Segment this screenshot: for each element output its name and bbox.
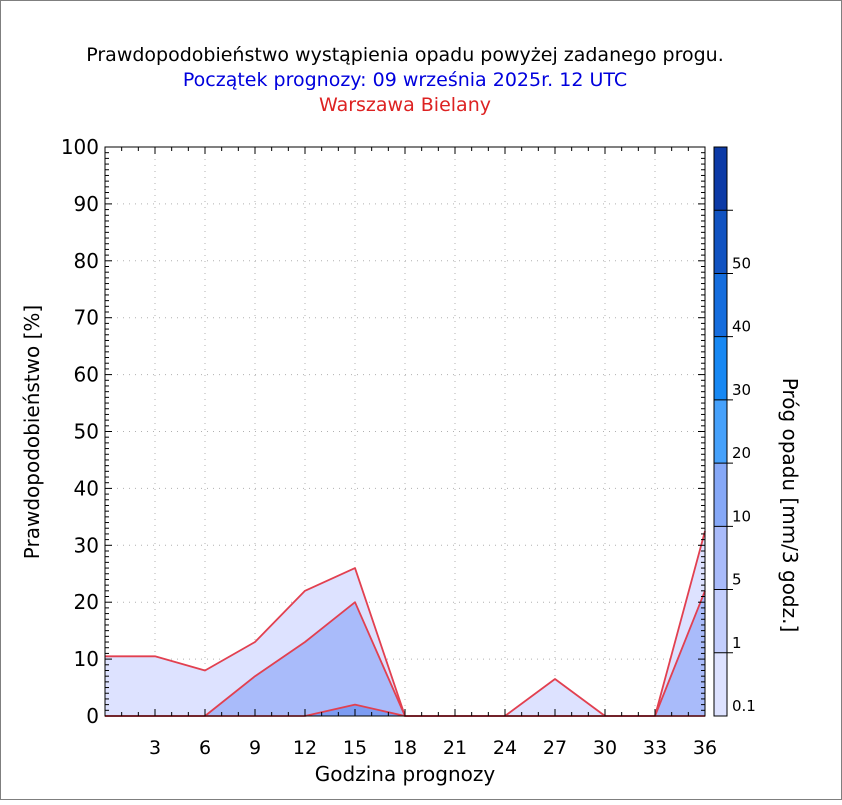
colorbar-swatch: [714, 652, 727, 716]
y-tick-label: 10: [74, 647, 99, 671]
y-tick-label: 20: [74, 590, 99, 614]
colorbar-swatch: [714, 147, 727, 211]
chart-title: Prawdopodobieństwo wystąpienia opadu pow…: [86, 44, 724, 66]
y-axis-ticks: 0 10 20 30 40 50 60 70 80 90 100: [61, 135, 99, 728]
x-tick-label: 30: [593, 737, 617, 759]
x-tick-label: 3: [149, 737, 161, 759]
colorbar-level-label: 30: [732, 381, 751, 399]
colorbar-swatch: [714, 336, 727, 400]
colorbar-level-label: 50: [732, 254, 751, 272]
colorbar-border: [713, 146, 728, 717]
y-tick-label: 70: [74, 306, 99, 330]
colorbar-level-label: 20: [732, 444, 751, 462]
y-tick-label: 60: [74, 363, 99, 387]
x-tick-label: 15: [343, 737, 367, 759]
x-axis-label: Godzina prognozy: [315, 762, 496, 786]
y-tick-label: 30: [74, 533, 99, 557]
colorbar-swatch: [714, 526, 727, 590]
y-tick-label: 40: [74, 476, 99, 500]
colorbar-level-label: 0.1: [732, 697, 756, 715]
colorbar-label: Próg opadu [mm/3 godz.]: [778, 378, 802, 633]
y-tick-label: 80: [74, 249, 99, 273]
series-area-1: [105, 590, 705, 716]
x-tick-label: 27: [543, 737, 567, 759]
x-axis-ticks: 3 6 9 12 15 18 21 24 27 30 33 36: [149, 737, 717, 759]
y-tick-label: 100: [61, 135, 99, 159]
x-tick-label: 21: [443, 737, 467, 759]
colorbar-level-label: 5: [732, 571, 742, 589]
colorbar-level-label: 1: [732, 634, 742, 652]
x-tick-label: 24: [493, 737, 517, 759]
colorbar-swatch: [714, 273, 727, 337]
threshold-colorbar: 0.1 1 5 10 20 30 40 50: [713, 146, 756, 717]
x-tick-label: 18: [393, 737, 417, 759]
x-tick-label: 12: [293, 737, 317, 759]
colorbar-level-label: 10: [732, 507, 751, 525]
colorbar-swatch: [714, 210, 727, 274]
colorbar-swatch: [714, 399, 727, 464]
series-areas: [105, 531, 705, 716]
chart-location: Warszawa Bielany: [319, 94, 491, 116]
y-tick-label: 0: [86, 704, 99, 728]
chart-subtitle: Początek prognozy: 09 września 2025r. 12…: [183, 69, 627, 91]
series-area-0.1: [105, 531, 705, 716]
x-tick-label: 6: [199, 737, 211, 759]
colorbar-swatch: [714, 589, 727, 653]
y-axis-label: Prawdopodobieństwo [%]: [20, 305, 44, 559]
y-tick-label: 50: [74, 420, 99, 444]
x-tick-label: 33: [643, 737, 667, 759]
y-tick-label: 90: [74, 192, 99, 216]
colorbar-level-label: 40: [732, 318, 751, 336]
colorbar-swatch: [714, 463, 727, 527]
x-tick-label: 9: [249, 737, 261, 759]
axes: [104, 146, 706, 717]
x-tick-label: 36: [693, 737, 717, 759]
